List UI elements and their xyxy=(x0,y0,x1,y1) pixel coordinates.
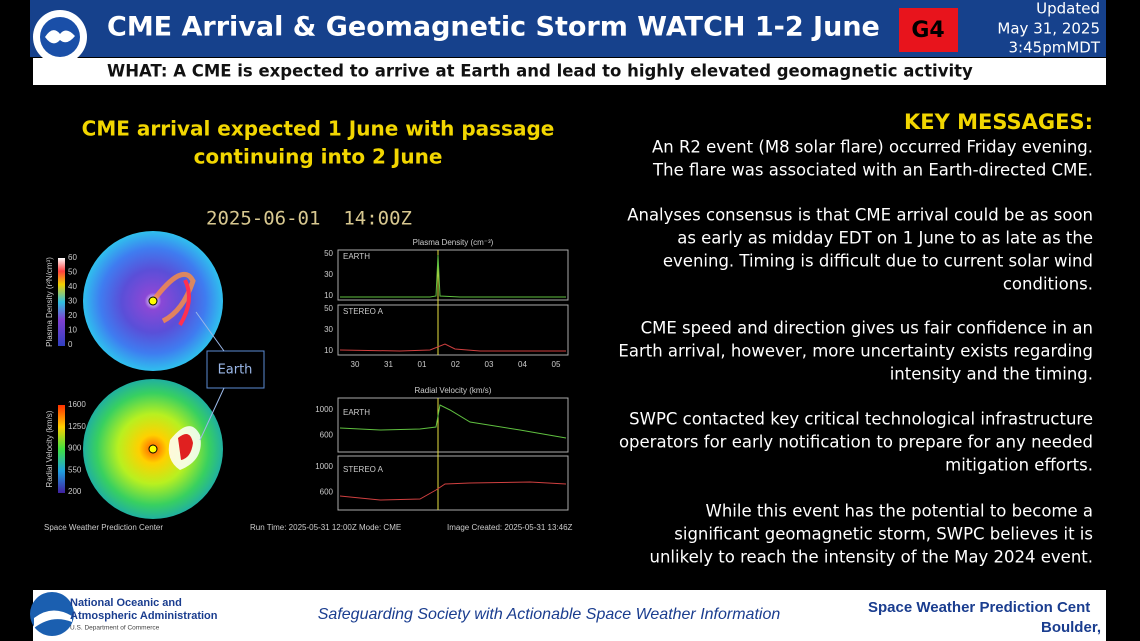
colorbar-tick: 60 xyxy=(68,253,77,262)
title: CME Arrival & Geomagnetic Storm WATCH 1-… xyxy=(107,12,880,43)
colorbar-tick: 1600 xyxy=(68,400,86,409)
panel-name: EARTH xyxy=(343,408,370,417)
colorbar xyxy=(58,258,65,346)
plot-trace xyxy=(340,254,566,298)
plot-trace xyxy=(339,343,566,352)
badge-box xyxy=(899,8,958,52)
x-tick-label: 03 xyxy=(485,360,494,369)
footer-bar xyxy=(33,590,1106,641)
updated: 3:45pmMDT xyxy=(1009,39,1101,57)
key-message: Earth arrival, however, more uncertainty… xyxy=(618,342,1093,361)
logo-mark xyxy=(45,30,75,44)
cme-front xyxy=(151,271,196,324)
colorbar-tick: 900 xyxy=(68,444,82,453)
colorbar-tick: 550 xyxy=(68,465,82,474)
colorbar-tick: 40 xyxy=(68,282,77,291)
callout-line xyxy=(199,387,225,441)
cme-front xyxy=(178,279,191,327)
sun xyxy=(148,296,158,306)
key-message: unlikely to reach the intensity of the M… xyxy=(650,548,1093,567)
key-message: operators for early notification to prep… xyxy=(619,433,1093,452)
subtitle: WHAT: A CME is expected to arrive at Ear… xyxy=(107,62,973,81)
y-tick-label: 50 xyxy=(324,304,333,313)
y-tick-label: 30 xyxy=(324,270,333,279)
x-tick-label: 04 xyxy=(518,360,527,369)
sun xyxy=(148,444,158,454)
updated: May 31, 2025 xyxy=(997,20,1100,38)
model-credit: Run Time: 2025-05-31 12:00Z Mode: CME xyxy=(250,523,401,532)
colorbar-tick: 20 xyxy=(68,311,77,320)
plot-title: Radial Velocity (km/s) xyxy=(415,386,492,395)
y-tick-label: 50 xyxy=(324,249,333,258)
y-tick-label: 600 xyxy=(320,487,334,496)
plot-trace xyxy=(339,404,567,439)
badge: G4 xyxy=(911,18,944,43)
plot-panel xyxy=(337,397,569,453)
colorbar-tick: 1250 xyxy=(68,422,86,431)
key-message: as early as midday EDT on 1 June to as l… xyxy=(677,229,1093,248)
colorbar-tick: 200 xyxy=(68,487,82,496)
subtitle-bar xyxy=(33,58,1106,85)
model-credit: Space Weather Prediction Center xyxy=(44,523,163,532)
key-messages-title: KEY MESSAGES: xyxy=(904,110,1093,134)
key-message: significant geomagnetic storm, SWPC beli… xyxy=(674,525,1093,544)
key-message: CME speed and direction gives us fair co… xyxy=(641,319,1093,338)
colorbar-tick: 10 xyxy=(68,326,77,335)
noaa-logo-mark xyxy=(34,610,72,628)
panel-name: STEREO A xyxy=(343,307,384,316)
y-tick-label: 600 xyxy=(320,430,334,439)
y-tick-label: 1000 xyxy=(315,462,333,471)
cme-core xyxy=(178,434,193,460)
panel-name: EARTH xyxy=(343,252,370,261)
x-tick-label: 01 xyxy=(418,360,427,369)
key-message: While this event has the potential to be… xyxy=(706,502,1093,521)
plot-title: Plasma Density (cm⁻³) xyxy=(413,238,494,247)
colorbar-tick: 30 xyxy=(68,297,77,306)
key-message: intensity and the timing. xyxy=(890,365,1093,384)
key-message: Analyses consensus is that CME arrival c… xyxy=(627,206,1093,225)
agency: Atmospheric Administration xyxy=(70,610,218,622)
plot-panel xyxy=(337,249,569,301)
key-message: evening. Timing is difficult due to curr… xyxy=(663,252,1093,271)
colorbar-tick: 0 xyxy=(68,340,73,349)
key-message: The flare was associated with an Earth-d… xyxy=(652,161,1093,180)
headline: CME arrival expected 1 June with passage xyxy=(82,117,555,141)
y-tick-label: 10 xyxy=(324,291,333,300)
colorbar-label: Radial Velocity (km/s) xyxy=(45,410,54,487)
plot-panel xyxy=(337,455,569,511)
model-credit: Image Created: 2025-05-31 13:46Z xyxy=(447,523,573,532)
x-tick-label: 05 xyxy=(552,360,561,369)
agency: National Oceanic and xyxy=(70,597,182,609)
colorbar-tick: 50 xyxy=(68,268,77,277)
key-message: mitigation efforts. xyxy=(945,456,1093,475)
plot-trace xyxy=(339,481,567,501)
timestamp: 2025-06-01 14:00Z xyxy=(206,208,412,230)
key-message: An R2 event (M8 solar flare) occurred Fr… xyxy=(652,138,1093,157)
earth-label: Earth xyxy=(218,363,253,378)
colorbar xyxy=(58,405,65,493)
center-name: Space Weather Prediction Cent xyxy=(868,599,1090,616)
x-tick-label: 31 xyxy=(384,360,393,369)
x-tick-label: 02 xyxy=(451,360,460,369)
colorbar-label: Plasma Density (r²N/cm³) xyxy=(45,257,54,347)
earth-callout xyxy=(206,350,265,389)
panel-name: STEREO A xyxy=(343,465,384,474)
key-message: SWPC contacted key critical technologica… xyxy=(629,410,1093,429)
motto: Safeguarding Society with Actionable Spa… xyxy=(318,606,781,623)
y-tick-label: 30 xyxy=(324,325,333,334)
callout-line xyxy=(195,311,225,352)
headline: continuing into 2 June xyxy=(194,145,443,169)
agency: U.S. Department of Commerce xyxy=(70,625,160,632)
plot-panel xyxy=(337,304,569,356)
y-tick-label: 10 xyxy=(324,346,333,355)
key-message: conditions. xyxy=(1003,275,1093,294)
updated: Updated xyxy=(1036,0,1100,18)
x-tick-label: 30 xyxy=(351,360,360,369)
center-city: Boulder, xyxy=(1041,619,1101,636)
y-tick-label: 1000 xyxy=(315,405,333,414)
